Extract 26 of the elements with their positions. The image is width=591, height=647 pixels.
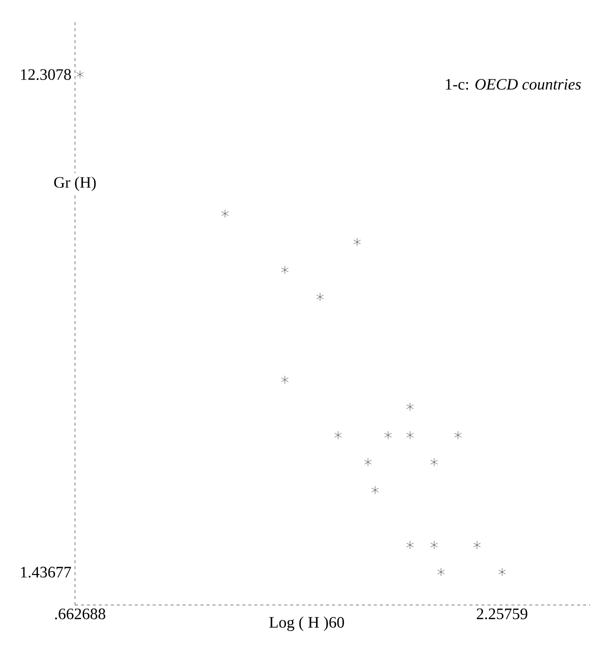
- annotation: 1-c: OECD countries: [446, 78, 581, 90]
- y-tick-label: 12.3078: [21, 69, 71, 80]
- point: [406, 540, 414, 550]
- point: [281, 376, 289, 384]
- point: [221, 209, 229, 218]
- y-axis-title: Gr (H): [54, 176, 96, 192]
- point: [430, 458, 438, 466]
- point: [406, 402, 414, 411]
- point: [353, 238, 361, 246]
- point: [384, 430, 392, 440]
- x-axis-title: Log ( H )60: [269, 616, 344, 632]
- point: [430, 540, 438, 550]
- point: [473, 540, 481, 550]
- point: [76, 70, 84, 79]
- point: [454, 430, 462, 440]
- point: [437, 568, 445, 576]
- point: [371, 486, 379, 494]
- point: [406, 430, 414, 440]
- point: [364, 458, 372, 466]
- point: [316, 292, 324, 302]
- y-tick-label: 1.43677: [21, 566, 72, 578]
- point: [334, 430, 342, 440]
- x-tick-label: 2.25759: [476, 608, 528, 620]
- point: [498, 568, 506, 576]
- x-tick-label: .662688: [55, 608, 106, 620]
- point: [281, 266, 289, 274]
